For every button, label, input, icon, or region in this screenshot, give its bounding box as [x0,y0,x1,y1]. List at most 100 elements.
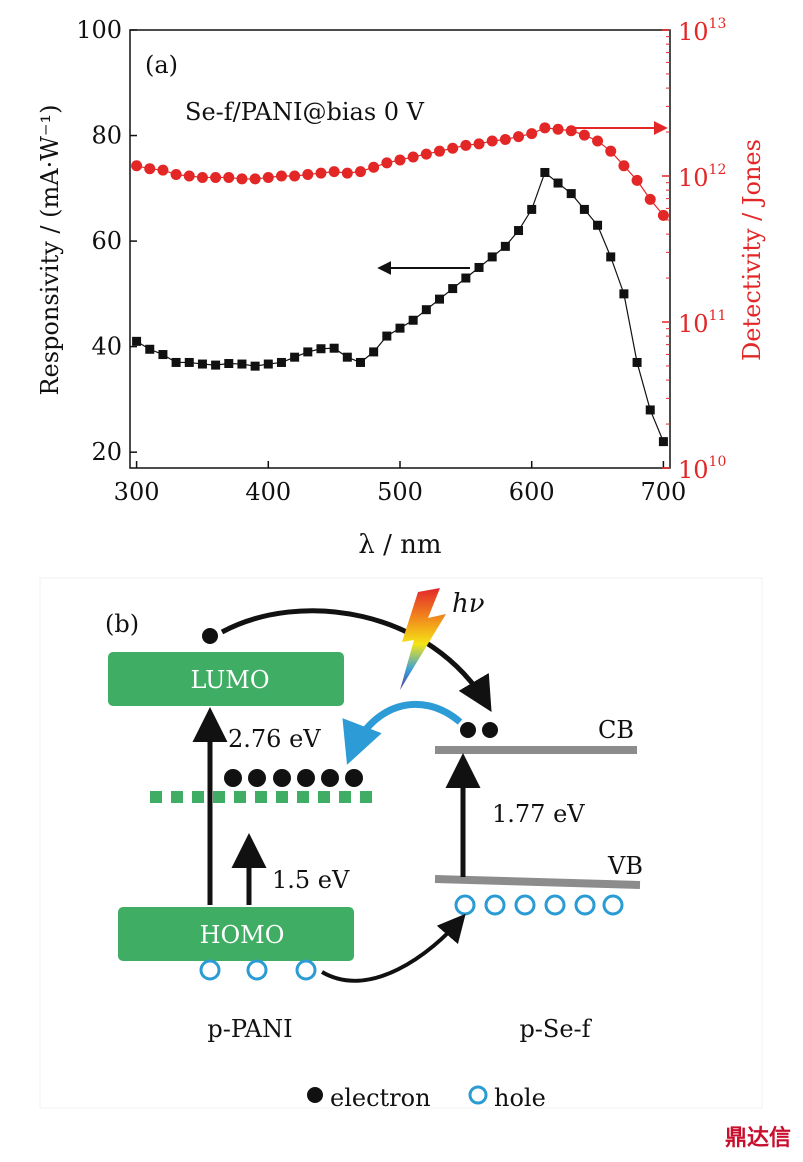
responsivity-point [145,344,155,354]
responsivity-point [158,350,168,360]
detectivity-point [328,166,340,178]
responsivity-point [342,352,352,362]
detectivity-point [196,171,208,183]
y-tick-label: 60 [91,227,122,255]
detectivity-point [657,209,669,221]
vb-band [434,875,641,889]
y-tick-label: 100 [76,16,122,44]
lumo-level [108,652,344,706]
detectivity-point [499,134,511,145]
responsivity-point [487,252,497,262]
detectivity-point [631,174,643,186]
detectivity-point [131,160,143,172]
responsivity-point [197,359,207,369]
responsivity-point [211,360,221,370]
detectivity-point [526,128,538,140]
detectivity-point [315,167,327,179]
detectivity-point [302,169,314,181]
panel-b-label: (b) [105,610,139,638]
gap-polaron-label: 1.5 eV [272,866,350,894]
electron-polaron [345,769,363,787]
responsivity-point [184,357,194,367]
detectivity-point [183,170,195,182]
responsivity-point [566,189,576,199]
detectivity-point [539,122,551,134]
responsivity-point [303,347,313,357]
y-tick-label: 40 [91,333,122,361]
hole-transfer-arrow [320,913,466,983]
legend-electron-icon [307,1087,323,1103]
responsivity-point [132,336,142,346]
responsivity-point [408,315,418,325]
responsivity-point [276,357,286,367]
hole-sef [574,894,596,916]
material-right-label: p-Se-f [519,1015,592,1043]
detectivity-point [618,160,630,172]
y-tick-label: 20 [91,438,122,466]
responsivity-point [395,323,405,333]
hole-pani [246,959,268,981]
responsivity-point [553,178,563,188]
responsivity-point [171,357,181,367]
responsivity-point [579,204,589,214]
responsivity-point [421,305,431,315]
detectivity-point [262,171,274,183]
responsivity-point [540,167,550,177]
panel-b-diagram: (b) LUMO HOMO CB VB 2.76 eV 1.5 eV 1.77 … [39,577,763,1112]
responsivity-point [435,294,445,304]
homo-level [118,907,354,961]
detectivity-point [592,135,604,147]
responsivity-point [263,359,273,369]
responsivity-point [606,252,616,262]
responsivity-point [474,262,484,272]
vb-label: VB [607,852,643,880]
series-line-1 [136,127,664,216]
responsivity-point [461,273,471,283]
hole-sef [602,894,624,916]
detectivity-point [447,142,459,154]
detectivity-point [565,125,577,137]
detectivity-point [236,173,248,185]
detectivity-point [144,163,156,175]
electron-polaron [273,769,291,787]
electron-polaron [248,769,266,787]
x-axis-label: λ / nm [358,530,441,560]
detectivity-point [605,145,617,157]
responsivity-point [632,357,642,367]
watermark-logo: 鼎达信 [724,1126,791,1151]
y-tick-label: 80 [91,122,122,150]
photon-icon [400,588,446,690]
responsivity-point [658,437,668,447]
y2-tick-label: 1011 [678,308,726,338]
detectivity-point [552,123,564,135]
detectivity-point [460,139,472,151]
legend-hole-icon [468,1085,488,1105]
responsivity-point [382,331,392,341]
responsivity-point [369,347,379,357]
detectivity-point [157,164,169,176]
detectivity-point [434,145,446,157]
responsivity-point [316,344,326,354]
hole-pani [295,959,317,981]
electron-lumo [202,628,218,644]
y2-tick-label: 1013 [678,16,726,46]
responsivity-point [224,359,234,369]
y2-axis-label: Detectivity / Jones [738,139,766,361]
x-tick-label: 300 [114,478,160,506]
detectivity-point [381,157,393,169]
responsivity-point [527,204,537,214]
hole-pani [199,959,221,981]
electron-transfer-arrow [220,608,492,713]
responsivity-point [448,284,458,294]
hole-sef [544,894,566,916]
responsivity-point [355,357,365,367]
y-axis-label: Responsivity / (mA·W⁻¹) [36,104,64,395]
y2-tick-label: 1012 [678,162,726,192]
detectivity-point [170,169,182,181]
cb-label: CB [598,716,634,744]
x-tick-label: 700 [641,478,687,506]
homo-label: HOMO [200,921,285,949]
detectivity-point [420,148,432,160]
x-tick-label: 500 [377,478,423,506]
